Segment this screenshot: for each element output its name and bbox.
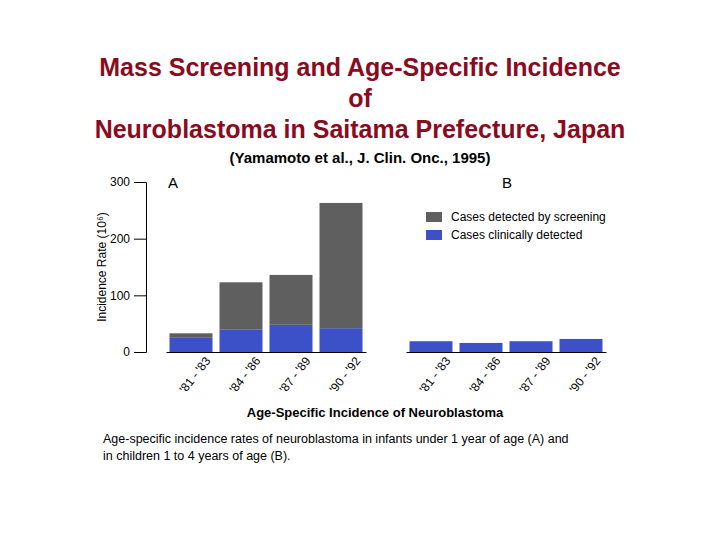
x-axis: '81 - '83 '84 - '86 '87 - '89 '90 - '92 [167, 352, 367, 396]
y-tick-mark [134, 182, 146, 183]
x-axis-title: Age-Specific Incidence of Neuroblastoma [247, 405, 504, 420]
x-tick-label: '87 - '89 [517, 354, 554, 396]
bar [410, 341, 453, 352]
bars [170, 203, 603, 352]
y-tick: 200 [110, 232, 146, 246]
panel-label: B [502, 174, 512, 191]
title: Neuroblastoma in Saitama Prefecture, Jap… [95, 115, 626, 143]
x-tick: '81 - '83 [417, 352, 454, 396]
subtitle: (Yamamoto et al., J. Clin. Onc., 1995) [230, 149, 491, 166]
x-tick: '90 - '92 [327, 352, 364, 396]
x-tick: '87 - '89 [517, 352, 554, 396]
title-group: Mass Screening and Age-Specific Incidenc… [95, 53, 626, 143]
x-tick-label: '81 - '83 [177, 354, 214, 396]
x-tick-label: '84 - '86 [227, 354, 264, 396]
y-tick: 0 [123, 345, 146, 359]
x-axis-line [407, 352, 607, 353]
x-tick: '84 - '86 [227, 352, 264, 396]
caption: Age-specific incidence rates of neurobla… [103, 432, 569, 446]
bar [170, 333, 213, 338]
bar [270, 325, 313, 352]
chart: Mass Screening and Age-Specific Incidenc… [0, 0, 720, 540]
legend-label: Cases detected by screening [451, 210, 606, 224]
y-tick-label: 200 [110, 232, 130, 246]
y-tick-mark [134, 239, 146, 240]
bar [320, 203, 363, 328]
legend-swatch [426, 230, 442, 240]
legend-label: Cases clinically detected [451, 228, 582, 242]
x-axis: '81 - '83 '84 - '86 '87 - '89 '90 - '92 [407, 352, 607, 396]
bar [460, 343, 503, 352]
bar [170, 338, 213, 352]
y-tick: 300 [110, 175, 146, 189]
y-axis: 0 100 200 300 [110, 175, 147, 359]
x-tick-label: '84 - '86 [467, 354, 504, 396]
y-tick: 100 [110, 289, 146, 303]
y-axis-line [134, 183, 147, 353]
bar [510, 341, 553, 352]
title: of [348, 84, 372, 112]
bar [270, 275, 313, 325]
y-tick-label: 300 [110, 175, 130, 189]
y-tick-mark [134, 352, 146, 353]
bar [560, 339, 603, 352]
y-axis-title: Incidence Rate (10⁶) [95, 212, 109, 322]
bar [320, 328, 363, 352]
legend-swatch [426, 212, 442, 222]
y-tick-label: 0 [123, 345, 130, 359]
caption: in children 1 to 4 years of age (B). [103, 449, 291, 463]
legend: Cases detected by screening Cases clinica… [426, 210, 606, 242]
panel-label: A [168, 174, 178, 191]
y-tick-label: 100 [110, 289, 130, 303]
bar [220, 282, 263, 329]
x-tick: '87 - '89 [277, 352, 314, 396]
x-tick-label: '81 - '83 [417, 354, 454, 396]
x-tick: '81 - '83 [177, 352, 214, 396]
x-tick-label: '90 - '92 [567, 354, 604, 396]
x-tick: '90 - '92 [567, 352, 604, 396]
x-tick-label: '90 - '92 [327, 354, 364, 396]
title: Mass Screening and Age-Specific Incidenc… [99, 53, 621, 81]
x-tick-label: '87 - '89 [277, 354, 314, 396]
x-axis-line [167, 352, 367, 353]
y-tick-mark [134, 295, 146, 296]
x-tick: '84 - '86 [467, 352, 504, 396]
bar [220, 329, 263, 352]
